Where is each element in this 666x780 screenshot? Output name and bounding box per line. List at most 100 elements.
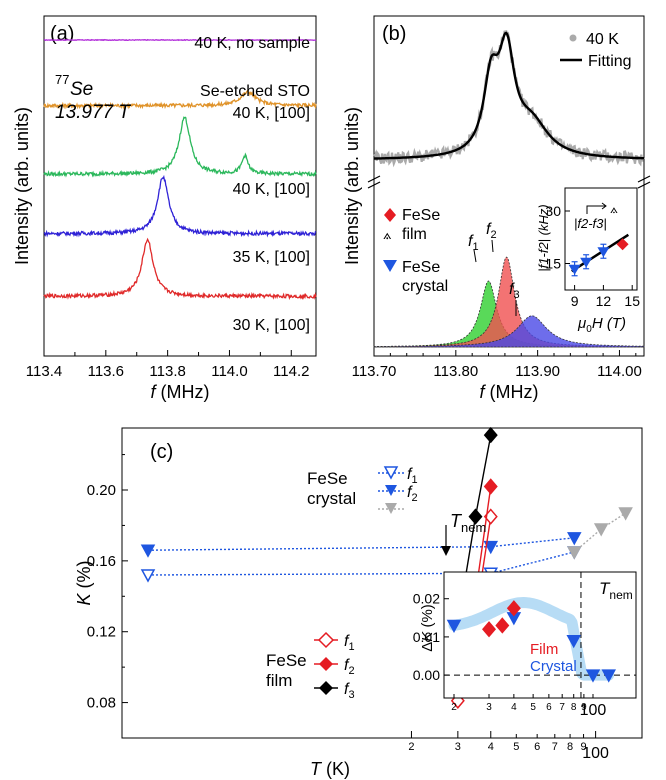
fitting-line	[374, 31, 644, 160]
panel-b-tick-label: 113.70	[352, 363, 397, 380]
panel-c-y-tick-label: 0.16	[87, 553, 116, 570]
panel-b-top-spectrum	[373, 30, 645, 168]
legend-40k-label: 40 K	[586, 31, 619, 48]
panel-a-tick-label: 114.0	[211, 363, 247, 380]
label-40k-no-sample: 40 K, no sample	[194, 35, 310, 52]
data-40k-line	[373, 30, 645, 168]
inset-y-tick-label: 30	[545, 203, 561, 219]
panel-c-x-tick-label: 3	[455, 741, 461, 753]
panel-b-inset-frame	[564, 187, 638, 291]
series-point-1	[567, 532, 582, 546]
panel-a-x-ticks: 113.4 113.6 113.8 114.0 114.2	[26, 350, 309, 380]
inset-xlabel-rest: H (T)	[592, 315, 626, 332]
inset-film-point	[482, 621, 497, 638]
inset-x-tick-label: 9	[571, 293, 579, 309]
panel-b-x-ticks: 113.70 113.80 113.90 114.00	[352, 350, 642, 380]
panel-c-y-tick-label: 0.08	[87, 695, 116, 712]
inset-c-x-tick-label: 6	[546, 702, 552, 713]
legend-film-f2-label: f2	[344, 657, 355, 677]
tnem-sub: nem	[461, 520, 486, 535]
panel-b-inset: 9 12 15 15 30	[545, 203, 640, 309]
series-point-1	[140, 544, 156, 558]
label-40k: 40 K, [100]	[233, 181, 310, 198]
tnem-symbol: T	[450, 511, 463, 531]
series-line-1	[147, 537, 575, 551]
panel-c-frame	[121, 427, 643, 739]
inset-xlabel-sub: 0	[586, 324, 592, 335]
peak-f2-sub: 2	[490, 229, 496, 241]
legend-film-title-2: film	[266, 671, 292, 690]
panel-a-frame	[43, 15, 317, 357]
inset-c-x-tick-label: 4	[511, 702, 517, 713]
panel-a-spectra	[43, 38, 317, 301]
legend-film-title-1: FeSe	[266, 651, 307, 670]
legend-crystal-f2-sub: 2	[411, 492, 417, 504]
panel-a-label: (a)	[50, 23, 74, 45]
label-30k: 30 K, [100]	[233, 317, 310, 334]
spectrum-line-1	[43, 89, 317, 110]
legend-crystal-f1-symbol: f	[407, 466, 413, 483]
inset-c-x-tick-label: 8	[571, 702, 577, 713]
inset-film-point	[616, 238, 629, 251]
inset-x-tick-label: 12	[596, 293, 612, 309]
inset-crystal-point	[566, 634, 581, 649]
panel-c-x-tick-label: 6	[534, 741, 540, 753]
legend-film-f1-sub: 1	[348, 641, 354, 653]
panel-a-tick-label: 113.6	[88, 363, 124, 380]
legend-film-triangle-icon: ⟑	[383, 226, 392, 242]
panel-b-xlabel-symbol: f	[480, 382, 487, 402]
peak-f2-symbol: f	[486, 221, 492, 238]
spectrum-line-3	[43, 174, 317, 238]
panel-b-tick-label: 114.00	[597, 363, 642, 380]
field-label: 13.977 T	[55, 102, 131, 123]
series-point-0	[140, 569, 156, 583]
axis-break-mark	[367, 175, 651, 189]
panel-b-inset-xlabel: μ0H (T)	[577, 315, 626, 335]
panel-b: (b) 113.70 113.80 113.90 114.00 40 K Fittin…	[342, 15, 651, 402]
legend-film-f3-marker	[319, 681, 333, 695]
panel-c-ylabel: K (%)	[74, 560, 94, 605]
inset-tnem-sub: nem	[609, 588, 632, 602]
panel-a-tick-label: 113.4	[26, 363, 62, 380]
legend-film-f2-sub: 2	[348, 665, 354, 677]
series-line-0	[147, 551, 575, 576]
legend-fese-crystal-label-2: crystal	[402, 278, 448, 295]
legend-crystal-f1-sub: 1	[411, 474, 417, 486]
label-35k: 35 K, [100]	[233, 249, 310, 266]
peak-f1-leader	[473, 249, 477, 263]
panel-c-xlabel-symbol: T	[310, 759, 323, 779]
panel-a-tick-label: 114.2	[273, 363, 309, 380]
panel-c-inset-ylabel: ΔK (%)	[419, 604, 436, 652]
panel-c-xlabel: T (K)	[310, 759, 350, 779]
peak-label-f2: f2	[486, 221, 497, 241]
legend-crystal-gray-marker	[385, 503, 397, 514]
inset-crystal-point	[580, 257, 593, 268]
panel-c-x-tick-label: 2	[408, 741, 414, 753]
peak-f1-sub: 1	[472, 241, 478, 253]
inset-tnem-symbol: T	[599, 579, 611, 598]
legend-film-f1-label: f1	[344, 633, 355, 653]
legend-crystal-title-2: crystal	[307, 489, 356, 508]
series-point-5	[483, 426, 498, 444]
inset-c-y-tick-label: 0.01	[413, 629, 440, 645]
peak-label-f1: f1	[468, 233, 479, 253]
legend-fese-film-label-2: film	[402, 226, 427, 243]
tnem-arrow-head-icon	[441, 546, 451, 556]
panel-a-xlabel: f (MHz)	[151, 382, 210, 402]
panel-c-y-tick-label: 0.12	[87, 624, 116, 641]
legend-fese-film-marker	[384, 208, 396, 222]
panel-b-frame	[373, 15, 645, 357]
legend-crystal-f2-label: f2	[407, 484, 418, 504]
inset-c-x-tick-label: 9	[581, 702, 587, 713]
legend-fese-film-label-1: FeSe	[402, 207, 440, 224]
panel-c-x-tick-label: 100	[582, 745, 609, 762]
inset-xlabel-mu: μ	[577, 315, 586, 332]
inset-c-x-tick-label: 2	[451, 702, 457, 713]
spectrum-line-2	[43, 116, 317, 178]
series-point-2	[567, 546, 582, 560]
spectrum-line-0	[43, 38, 317, 42]
panel-a-xlabel-unit: (MHz)	[156, 382, 210, 402]
inset-ylabel-k: K	[419, 631, 436, 642]
panel-c-x-tick-label: 7	[552, 741, 558, 753]
